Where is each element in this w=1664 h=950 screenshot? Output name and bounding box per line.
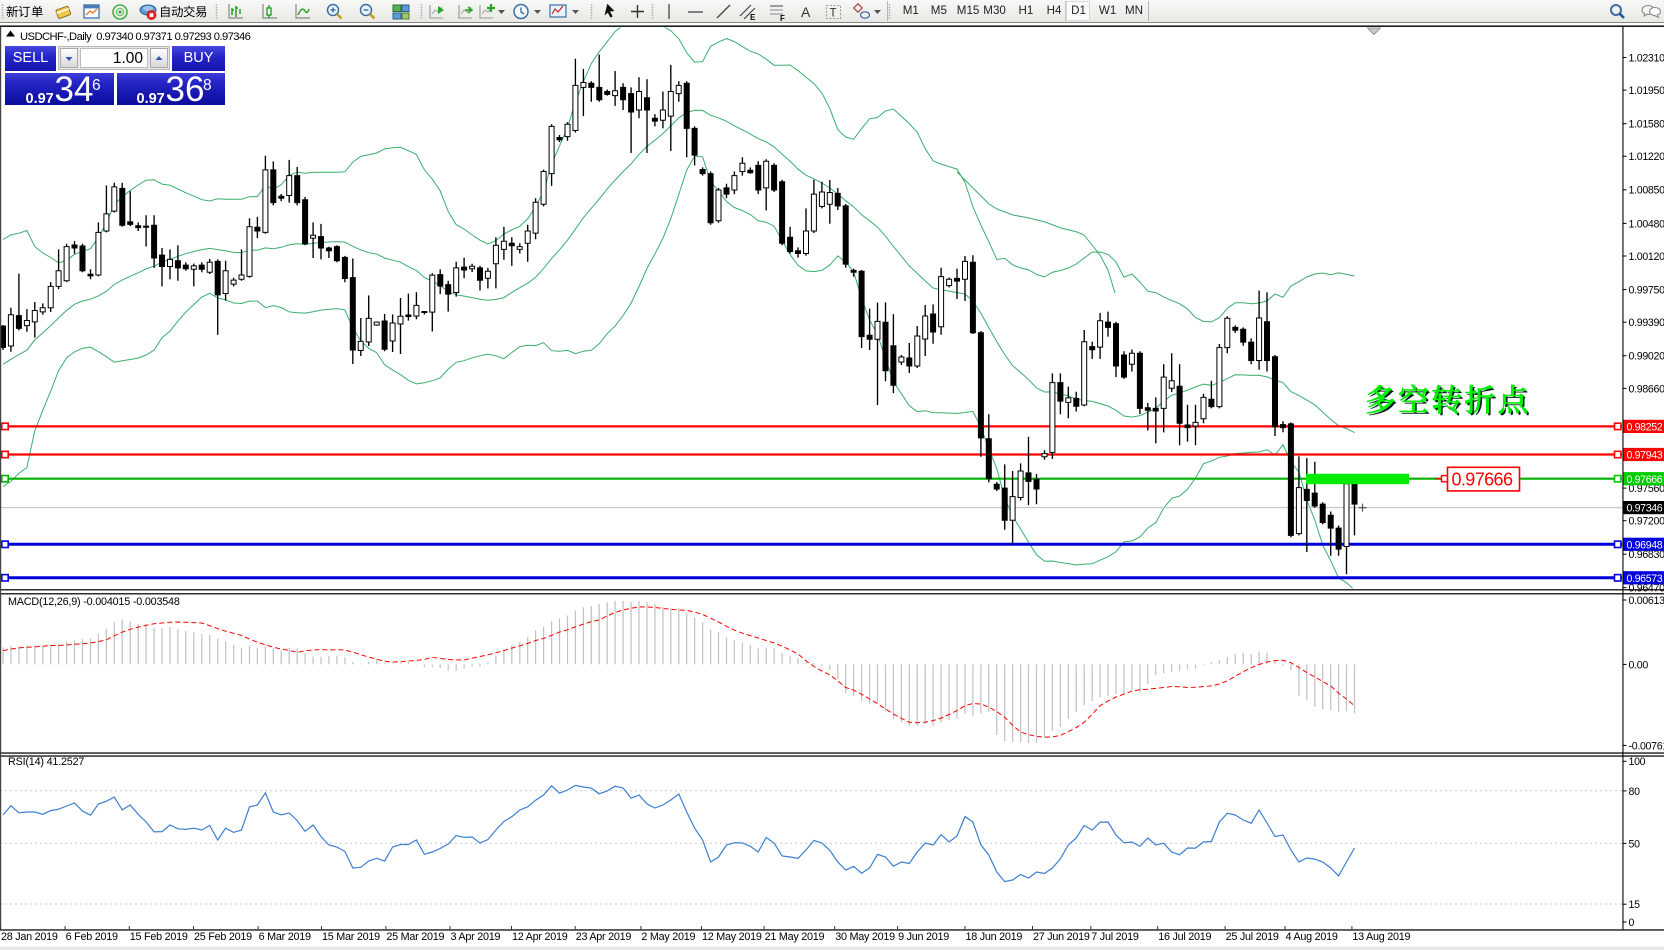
svg-text:0.97943: 0.97943 [1627,450,1663,462]
svg-text:23 Apr 2019: 23 Apr 2019 [576,931,632,943]
svg-text:0.96573: 0.96573 [1627,573,1663,585]
svg-text:0.98252: 0.98252 [1627,422,1663,434]
svg-text:0.99750: 0.99750 [1629,285,1664,297]
svg-text:15 Mar 2019: 15 Mar 2019 [322,931,380,943]
svg-text:25 Jul 2019: 25 Jul 2019 [1226,931,1279,943]
svg-text:100: 100 [1629,756,1646,768]
svg-text:-0.00761: -0.00761 [1629,740,1664,752]
svg-text:9 Jun 2019: 9 Jun 2019 [898,931,949,943]
svg-text:0.99020: 0.99020 [1629,351,1664,363]
svg-text:0.96830: 0.96830 [1629,549,1664,561]
svg-text:27 Jun 2019: 27 Jun 2019 [1033,931,1090,943]
svg-text:18 Jun 2019: 18 Jun 2019 [966,931,1023,943]
svg-text:21 May 2019: 21 May 2019 [765,931,825,943]
svg-text:2 May 2019: 2 May 2019 [641,931,695,943]
svg-text:80: 80 [1629,786,1641,798]
svg-text:16 Jul 2019: 16 Jul 2019 [1158,931,1211,943]
svg-text:6 Feb 2019: 6 Feb 2019 [66,931,118,943]
svg-text:0.99390: 0.99390 [1629,317,1664,329]
svg-text:1.01580: 1.01580 [1629,119,1664,131]
svg-text:50: 50 [1629,838,1641,850]
svg-text:1.00120: 1.00120 [1629,251,1664,263]
svg-text:0.97200: 0.97200 [1629,516,1664,528]
svg-text:0.98660: 0.98660 [1629,383,1664,395]
svg-text:A: A [801,4,811,20]
svg-text:USDCHF-,Daily 0.97340 0.97371: USDCHF-,Daily 0.97340 0.97371 0.97293 0.… [20,31,251,43]
svg-text:6 Mar 2019: 6 Mar 2019 [259,931,311,943]
svg-text:3 Apr 2019: 3 Apr 2019 [451,931,501,943]
svg-text:T: T [830,8,837,20]
svg-text:25 Mar 2019: 25 Mar 2019 [386,931,444,943]
svg-text:15 Feb 2019: 15 Feb 2019 [130,931,188,943]
svg-text:4 Aug 2019: 4 Aug 2019 [1286,931,1338,943]
svg-text:0.97346: 0.97346 [1627,503,1663,515]
svg-text:0.97666: 0.97666 [1627,474,1663,486]
svg-text:0.97560: 0.97560 [1629,483,1664,495]
svg-text:15: 15 [1629,899,1641,911]
svg-text:0.96948: 0.96948 [1627,539,1663,551]
svg-text:0.97666: 0.97666 [1452,470,1513,490]
svg-text:1.01220: 1.01220 [1629,151,1664,163]
svg-text:0: 0 [1629,917,1635,929]
svg-text:7 Jul 2019: 7 Jul 2019 [1091,931,1139,943]
svg-text:30 May 2019: 30 May 2019 [835,931,895,943]
svg-text:25 Feb 2019: 25 Feb 2019 [194,931,252,943]
svg-text:28 Jan 2019: 28 Jan 2019 [1,931,58,943]
svg-text:12 Apr 2019: 12 Apr 2019 [512,931,568,943]
svg-text:12 May 2019: 12 May 2019 [702,931,762,943]
svg-text:13 Aug 2019: 13 Aug 2019 [1352,931,1410,943]
svg-text:0.00613: 0.00613 [1629,595,1664,607]
svg-text:0.00: 0.00 [1629,659,1649,671]
svg-text:MACD(12,26,9) -0.004015 -0.003: MACD(12,26,9) -0.004015 -0.003548 [8,596,180,608]
svg-text:RSI(14) 41.2527: RSI(14) 41.2527 [8,756,84,768]
svg-text:0.96470: 0.96470 [1629,583,1664,595]
svg-text:1.00480: 1.00480 [1629,218,1664,230]
svg-text:1.02310: 1.02310 [1629,52,1664,64]
svg-text:E: E [750,13,756,22]
svg-text:1.00850: 1.00850 [1629,185,1664,197]
svg-text:1.01950: 1.01950 [1629,85,1664,97]
svg-text:F: F [780,14,785,22]
